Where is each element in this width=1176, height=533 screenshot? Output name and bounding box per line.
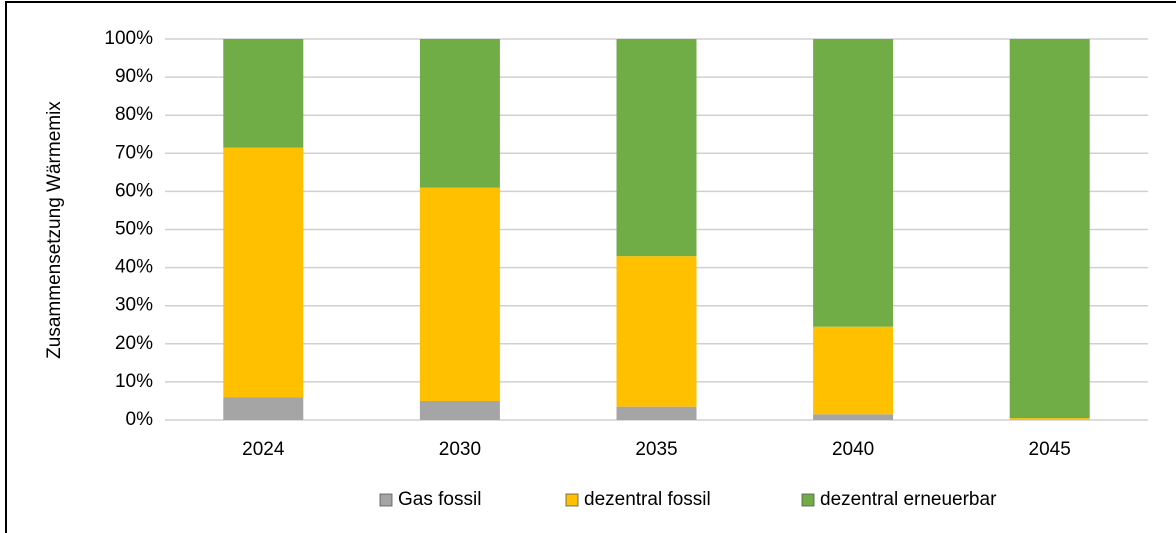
bar-segment bbox=[1009, 418, 1090, 420]
y-tick-label: 70% bbox=[115, 142, 153, 163]
x-tick-label: 2040 bbox=[832, 439, 874, 460]
y-tick-label: 40% bbox=[115, 257, 153, 278]
bar-segment bbox=[616, 406, 697, 420]
y-tick-label: 100% bbox=[104, 28, 153, 49]
y-tick-label: 10% bbox=[115, 371, 153, 392]
legend-label: dezentral fossil bbox=[584, 489, 711, 510]
x-tick-label: 2024 bbox=[242, 439, 285, 460]
legend-swatch bbox=[379, 493, 393, 507]
y-tick-label: 90% bbox=[115, 66, 153, 87]
bar-segment bbox=[813, 326, 894, 415]
x-tick-label: 2030 bbox=[439, 439, 481, 460]
y-tick-label: 30% bbox=[115, 295, 153, 316]
bar-segment bbox=[223, 147, 304, 398]
bar-segment bbox=[813, 414, 894, 420]
bar-segment bbox=[616, 256, 697, 407]
x-tick-label: 2045 bbox=[1029, 439, 1071, 460]
y-axis-label: Zusammensetzung Wärmemix bbox=[44, 101, 65, 359]
bar-segment bbox=[223, 39, 304, 148]
bar-segment bbox=[616, 39, 697, 257]
x-tick-label: 2035 bbox=[635, 439, 677, 460]
legend-swatch bbox=[565, 493, 579, 507]
chart-frame bbox=[5, 1, 1176, 533]
bar-segment bbox=[1009, 39, 1090, 419]
legend-label: dezentral erneuerbar bbox=[820, 489, 997, 510]
bar-segment bbox=[813, 39, 894, 327]
legend-label: Gas fossil bbox=[398, 489, 481, 510]
bar-segment bbox=[419, 400, 500, 420]
y-tick-label: 0% bbox=[126, 409, 154, 430]
y-tick-label: 60% bbox=[115, 180, 153, 201]
y-tick-label: 20% bbox=[115, 333, 153, 354]
bar-segment bbox=[419, 39, 500, 188]
y-tick-label: 80% bbox=[115, 104, 153, 125]
bar-segment bbox=[223, 397, 304, 420]
bar-segment bbox=[419, 187, 500, 401]
legend-swatch bbox=[801, 493, 815, 507]
y-tick-label: 50% bbox=[115, 219, 153, 240]
